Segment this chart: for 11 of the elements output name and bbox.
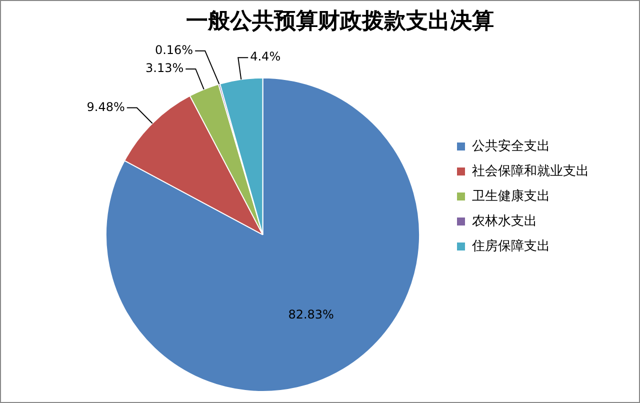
data-label: 0.16% bbox=[154, 43, 194, 58]
legend-label: 卫生健康支出 bbox=[472, 188, 550, 204]
legend-label: 社会保障和就业支出 bbox=[472, 164, 589, 179]
legend-label: 公共安全支出 bbox=[472, 138, 550, 154]
data-label: 82.83% bbox=[288, 308, 334, 322]
legend-label: 住房保障支出 bbox=[471, 238, 550, 254]
legend-label: 农林水支出 bbox=[472, 214, 537, 229]
data-label: 3.13% bbox=[146, 61, 184, 76]
data-label: 9.48% bbox=[86, 100, 125, 114]
chart-title: 一般公共预算财政拨款支出决算 bbox=[186, 8, 494, 34]
data-label: 4.4% bbox=[250, 50, 281, 64]
